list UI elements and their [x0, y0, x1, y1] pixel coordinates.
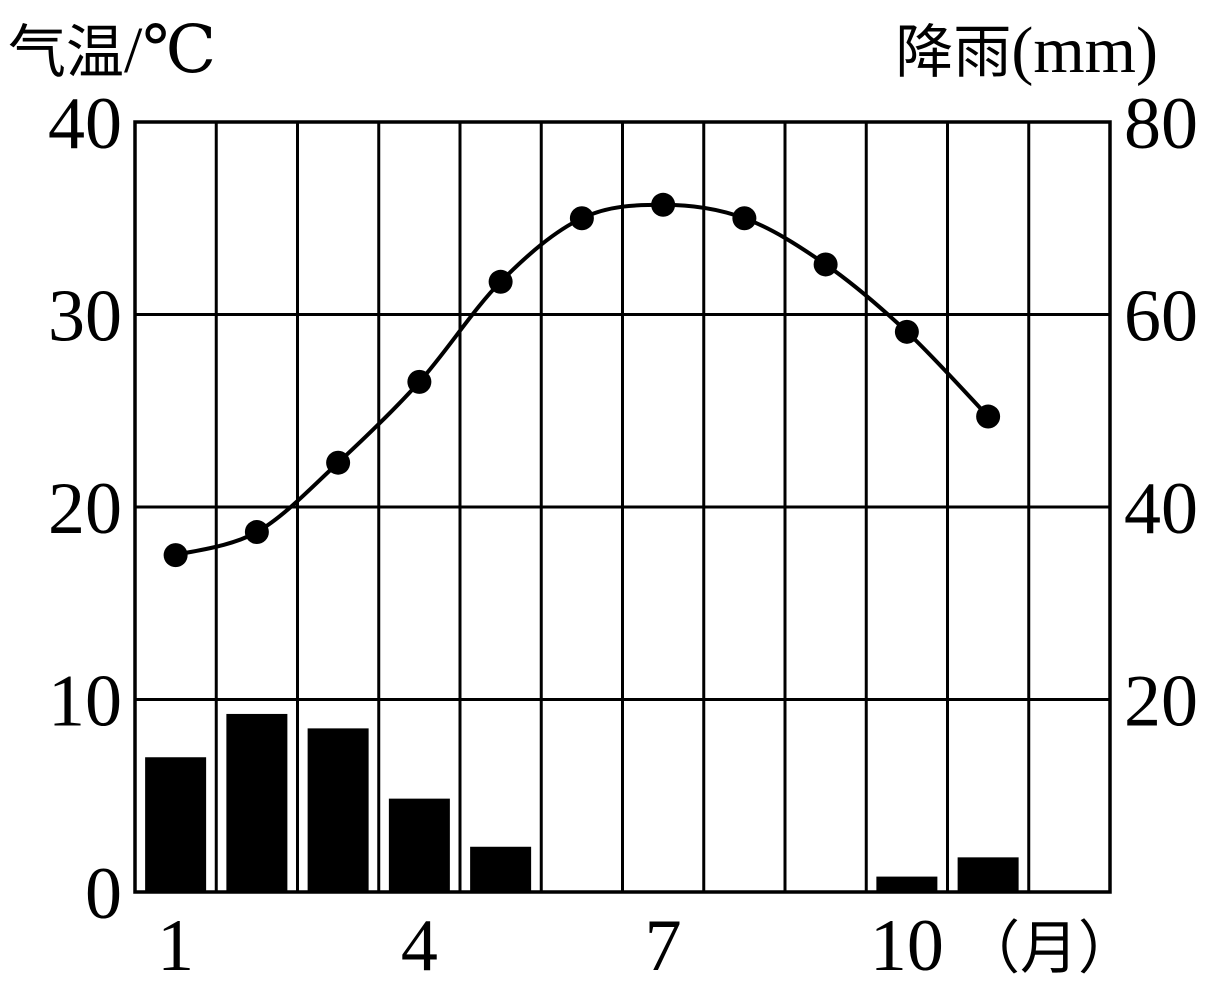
right-axis-tick-label: 60 — [1124, 276, 1198, 358]
left-axis-title: 气温/℃ — [8, 14, 216, 87]
right-axis-ticks: 20 40 60 80 — [1124, 83, 1198, 743]
precipitation-bars — [145, 713, 1019, 892]
left-axis-tick-label: 30 — [48, 276, 122, 358]
right-axis-tick-label: 20 — [1124, 661, 1198, 743]
temperature-point — [407, 369, 432, 394]
temperature-point — [163, 543, 188, 568]
x-axis-ticks: 1 4 7 10 — [157, 905, 944, 987]
x-axis-tick-label: 10 — [870, 905, 944, 987]
precipitation-bar — [226, 713, 288, 892]
temperature-point — [894, 319, 919, 344]
x-axis-tick-label: 1 — [157, 905, 194, 987]
left-axis-tick-label: 40 — [48, 83, 122, 165]
left-axis-tick-label: 10 — [48, 661, 122, 743]
precipitation-bar — [876, 876, 938, 892]
precipitation-bar — [957, 857, 1019, 892]
right-axis-title: 降雨(mm) — [895, 14, 1158, 87]
temperature-point — [488, 269, 513, 294]
left-axis-tick-label: 20 — [48, 468, 122, 550]
right-axis-tick-label: 80 — [1124, 83, 1198, 165]
plot-frame — [133, 120, 1112, 894]
precipitation-bar — [307, 728, 369, 892]
precipitation-bar — [470, 846, 532, 892]
temperature-point — [732, 206, 757, 231]
grid — [133, 120, 1112, 894]
precipitation-bar — [145, 757, 207, 892]
left-axis-ticks: 0 10 20 30 40 — [48, 83, 122, 935]
left-axis-tick-label: 0 — [85, 853, 122, 935]
temperature-point — [651, 192, 676, 217]
temperature-point — [569, 206, 594, 231]
precipitation-bar — [388, 798, 450, 892]
x-axis-tick-label: 4 — [401, 905, 438, 987]
temperature-point — [326, 450, 351, 475]
x-axis-tick-label: 7 — [645, 905, 682, 987]
temperature-point — [813, 252, 838, 277]
right-axis-tick-label: 40 — [1124, 468, 1198, 550]
temperature-point — [976, 404, 1001, 429]
x-axis-unit-label: （月） — [962, 914, 1136, 982]
temperature-series — [163, 192, 1001, 568]
temperature-point — [244, 520, 269, 545]
